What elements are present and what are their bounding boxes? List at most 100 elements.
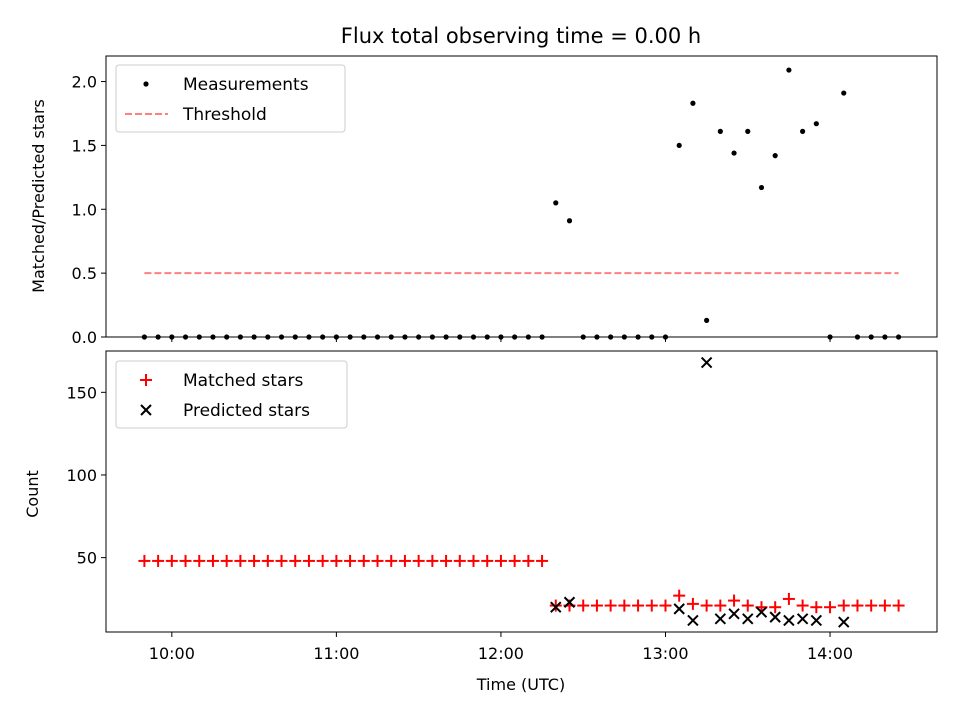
x-tick-label: 11:00 [313, 644, 359, 663]
predicted-point [838, 616, 850, 628]
measurement-point [676, 142, 682, 149]
matched-point [426, 554, 439, 567]
matched-point [659, 599, 672, 612]
matched-point [193, 554, 206, 567]
matched-point [878, 599, 891, 612]
measurement-point [800, 128, 806, 134]
y-tick-label: 50 [77, 549, 97, 568]
count-x-ticks: 10:00 11:00 12:00 13:00 14:00 [149, 632, 853, 663]
matched-point [851, 599, 864, 612]
matched-point [700, 599, 713, 612]
count-legend-box [115, 360, 348, 429]
count-x-axis-label: Time (UTC) [476, 675, 565, 694]
count-legend: Matched stars Predicted stars [115, 360, 348, 429]
measurement-point [745, 128, 751, 134]
matched-point [522, 554, 535, 567]
ratio-y-axis-label: Matched/Predicted stars [29, 99, 48, 293]
measurement-point [772, 153, 778, 159]
measurement-point [731, 150, 737, 156]
matched-point [398, 554, 411, 567]
ratio-legend: Measurements Threshold [115, 64, 346, 133]
matched-point [577, 599, 590, 612]
matched-point [138, 554, 151, 567]
legend-measurements-label: Measurements [183, 75, 309, 95]
predicted-point [783, 614, 795, 627]
measurement-point [566, 218, 573, 224]
predicted-point [673, 603, 685, 615]
count-y-ticks: 50 100 150 [66, 383, 106, 568]
matched-point [837, 599, 850, 612]
matched-point [248, 554, 261, 567]
matched-point [536, 554, 549, 567]
measurement-point [786, 67, 792, 73]
matched-point [179, 554, 192, 567]
matched-point [453, 554, 466, 567]
ratio-plot-frame [105, 55, 938, 338]
matched-point [206, 554, 219, 567]
matched-point [330, 554, 343, 567]
matched-point [549, 599, 562, 612]
matched-point [632, 599, 645, 612]
x-tick-label: 14:00 [807, 644, 853, 663]
matched-point [234, 554, 247, 567]
ratio-y-ticks: 0.0 0.5 1.0 1.5 2.0 [72, 73, 106, 347]
matched-point [344, 554, 357, 567]
matched-point [467, 554, 480, 567]
matched-point [152, 554, 165, 567]
x-tick-label: 10:00 [149, 644, 195, 663]
matched-point [796, 599, 809, 612]
legend-measurements-marker [143, 81, 149, 87]
matched-point [782, 592, 795, 605]
predicted-point [700, 356, 713, 369]
matched-point [220, 554, 233, 567]
matched-point [673, 589, 686, 602]
matched-point [769, 601, 782, 614]
legend-threshold-label: Threshold [182, 105, 267, 125]
matched-point [289, 554, 302, 567]
matched-point [865, 599, 878, 612]
matched-point [810, 601, 823, 614]
x-tick-label: 12:00 [478, 644, 524, 663]
ratio-x-ticks [171, 337, 831, 342]
predicted-point [769, 611, 781, 623]
y-tick-label: 100 [66, 466, 97, 485]
predicted-point [796, 613, 809, 625]
y-tick-label: 0.0 [72, 328, 97, 347]
legend-matched-marker [140, 374, 152, 386]
matched-point [645, 599, 658, 612]
measurement-point [553, 200, 559, 206]
matched-point [590, 599, 603, 612]
y-tick-label: 150 [66, 383, 97, 402]
measurement-point [813, 121, 819, 127]
predicted-point [810, 614, 823, 627]
ratio-panel: 0.00.51.01.52.0 Matched/Predicted stars … [29, 55, 938, 347]
y-tick-label: 1.5 [72, 136, 97, 155]
predicted-point [755, 606, 768, 618]
matched-point [728, 594, 741, 607]
count-panel: 50 100 150 10:00 11:00 12:00 13:00 14:00 Count… [23, 350, 938, 694]
matched-point [481, 554, 494, 567]
measurement-point [704, 317, 710, 323]
matched-point [385, 554, 398, 567]
matched-point [824, 601, 837, 614]
matched-point [302, 554, 315, 567]
matched-point [741, 599, 754, 612]
measurement-point [841, 90, 847, 96]
matched-point [494, 554, 507, 567]
predicted-points [550, 356, 850, 628]
measurement-point [717, 128, 723, 134]
matched-point [892, 599, 905, 612]
legend-predicted-label: Predicted stars [183, 401, 310, 421]
matched-point [357, 554, 370, 567]
matched-point [165, 554, 178, 567]
matched-point [275, 554, 288, 567]
predicted-point [742, 613, 754, 625]
x-tick-label: 13:00 [642, 644, 688, 663]
predicted-point [728, 608, 740, 620]
y-tick-label: 2.0 [72, 73, 97, 92]
predicted-point [687, 614, 699, 627]
matched-point [316, 554, 329, 567]
matched-point [508, 554, 521, 567]
matched-point [604, 599, 617, 612]
